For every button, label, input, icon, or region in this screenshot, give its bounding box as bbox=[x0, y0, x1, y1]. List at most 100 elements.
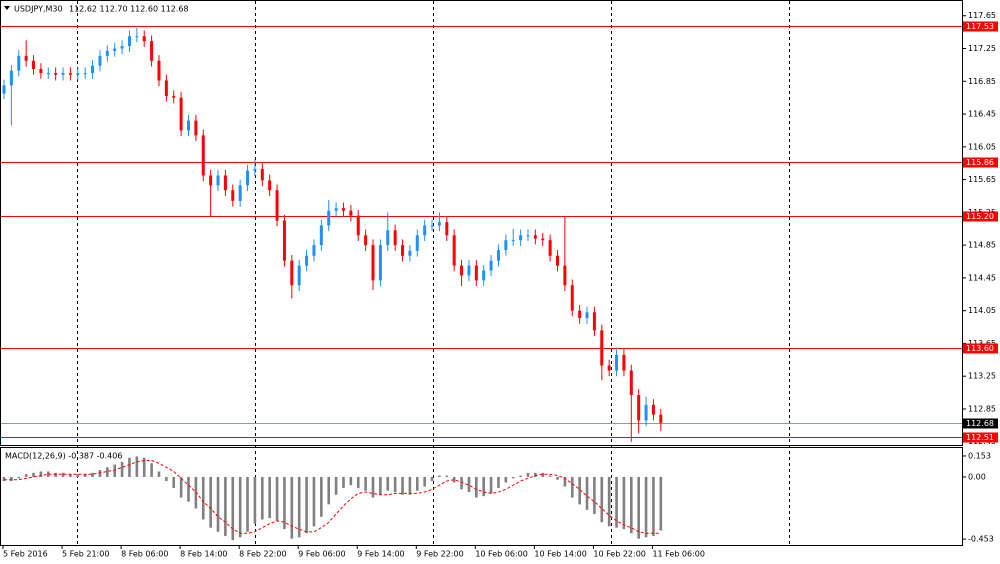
histogram-bar bbox=[585, 476, 589, 510]
candle-body bbox=[622, 354, 626, 371]
histogram-bar bbox=[445, 475, 449, 477]
histogram-bar bbox=[637, 476, 640, 539]
candle-body bbox=[445, 222, 449, 236]
candle-body bbox=[341, 208, 345, 211]
histogram-bar bbox=[69, 474, 72, 477]
y-tick-label: 112.85 bbox=[968, 404, 996, 413]
candle-body bbox=[401, 245, 405, 256]
histogram-bar bbox=[482, 476, 485, 497]
histogram-bar bbox=[10, 476, 13, 482]
candle-body bbox=[246, 170, 250, 186]
histogram-bar bbox=[511, 476, 515, 479]
histogram-bar bbox=[32, 472, 35, 477]
candle-body bbox=[83, 73, 87, 75]
candle-body bbox=[319, 225, 323, 246]
histogram-bar bbox=[475, 476, 478, 498]
x-tick-label: 9 Feb 06:00 bbox=[298, 550, 345, 559]
candle-body bbox=[39, 68, 43, 74]
candle-body bbox=[9, 70, 13, 86]
candle-body bbox=[164, 80, 168, 97]
y-tick-label: 0.00 bbox=[968, 472, 986, 481]
histogram-bar bbox=[320, 476, 323, 517]
candle-body bbox=[157, 60, 161, 81]
histogram-bar bbox=[504, 476, 508, 483]
candle-body bbox=[179, 97, 183, 131]
histogram-bar bbox=[297, 476, 301, 538]
candle-body bbox=[275, 190, 279, 221]
histogram-bar bbox=[630, 476, 633, 534]
y-tick-label: 116.05 bbox=[968, 142, 996, 151]
candle-body bbox=[105, 50, 109, 56]
candle-body bbox=[526, 235, 530, 237]
y-tick-label: 117.65 bbox=[968, 11, 996, 20]
y-tick-label: -0.453 bbox=[968, 535, 994, 544]
x-tick-label: 9 Feb 14:00 bbox=[357, 550, 404, 559]
level-label-box bbox=[963, 21, 998, 32]
candle-body bbox=[467, 265, 471, 276]
candle-body bbox=[570, 285, 574, 311]
signal-line bbox=[4, 459, 661, 534]
histogram-bar bbox=[113, 464, 116, 477]
y-tick-label: 117.25 bbox=[968, 44, 996, 53]
histogram-bar bbox=[142, 457, 146, 477]
histogram-bar bbox=[201, 476, 205, 520]
histogram-bar bbox=[98, 470, 102, 477]
candle-body bbox=[231, 190, 235, 201]
candle-body bbox=[415, 235, 419, 251]
candle-body bbox=[607, 365, 611, 371]
histogram-bar bbox=[423, 476, 426, 487]
x-tick-label: 10 Feb 22:00 bbox=[593, 550, 645, 559]
candle-body bbox=[437, 222, 441, 226]
histogram-bar bbox=[283, 476, 286, 530]
candle-body bbox=[91, 65, 95, 74]
candle-body bbox=[61, 73, 65, 75]
current-price-label: 112.68 bbox=[966, 419, 994, 428]
histogram-bar bbox=[460, 476, 463, 490]
histogram-bar bbox=[54, 472, 57, 477]
candle-body bbox=[253, 168, 257, 171]
candle-body bbox=[651, 404, 655, 415]
candle-body bbox=[356, 215, 360, 236]
candle-body bbox=[585, 312, 589, 319]
histogram-bar bbox=[172, 476, 176, 488]
level-label: 115.20 bbox=[966, 212, 994, 221]
candle-body bbox=[533, 235, 537, 239]
histogram-bar bbox=[83, 474, 87, 477]
histogram-bar bbox=[209, 476, 212, 528]
menu-arrow[interactable] bbox=[4, 6, 10, 10]
candle-body bbox=[600, 330, 604, 366]
histogram-bar bbox=[548, 475, 552, 477]
candle-body bbox=[349, 210, 353, 216]
histogram-bar bbox=[652, 476, 655, 536]
histogram-bar bbox=[179, 476, 183, 498]
candle-body bbox=[452, 235, 456, 266]
histogram-bar bbox=[231, 476, 235, 541]
histogram-bar bbox=[17, 476, 21, 479]
candle-body bbox=[364, 235, 368, 246]
histogram-bar bbox=[327, 476, 331, 505]
histogram-bar bbox=[61, 472, 65, 477]
histogram-bar bbox=[534, 472, 537, 477]
y-tick-label: 113.25 bbox=[968, 372, 996, 381]
candle-body bbox=[563, 265, 567, 286]
histogram-bar bbox=[120, 461, 124, 477]
histogram-bar bbox=[135, 456, 139, 477]
candle-body bbox=[113, 48, 117, 51]
histogram-bar bbox=[342, 476, 345, 488]
histogram-bar bbox=[238, 476, 242, 538]
histogram-bar bbox=[371, 476, 375, 498]
histogram-bar bbox=[290, 476, 294, 539]
histogram-bar bbox=[526, 472, 530, 477]
ohlc-label: 112.62 112.70 112.60 112.68 bbox=[69, 5, 189, 14]
candle-body bbox=[260, 168, 264, 181]
histogram-bar bbox=[157, 471, 161, 477]
y-tick-label: 114.05 bbox=[968, 306, 996, 315]
y-tick-label: 115.65 bbox=[968, 175, 996, 184]
candle-body bbox=[519, 235, 523, 241]
y-tick-label: 116.45 bbox=[968, 110, 996, 119]
x-tick-label: 8 Feb 22:00 bbox=[239, 550, 286, 559]
candle-body bbox=[127, 36, 131, 47]
histogram-bar bbox=[541, 472, 545, 477]
histogram-bar bbox=[622, 476, 626, 530]
